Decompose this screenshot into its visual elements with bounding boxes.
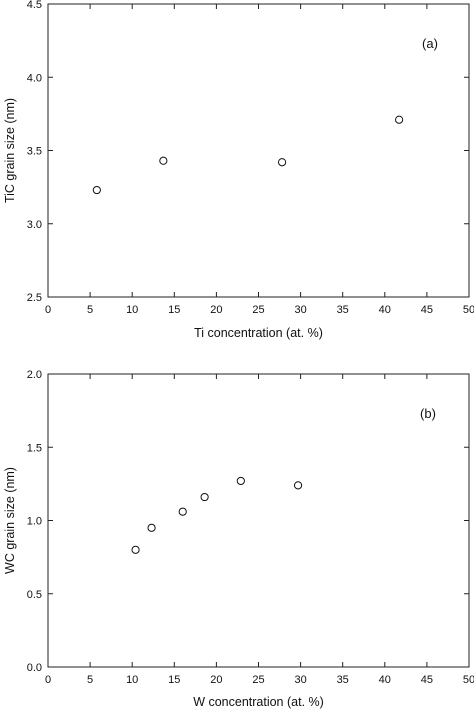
y-tick-label-a: 2.5 <box>27 292 42 304</box>
x-tick-label-a: 30 <box>294 304 306 316</box>
plot-frame-a <box>47 3 470 298</box>
x-axis-label-a: Ti concentration (at. %) <box>194 326 323 340</box>
x-tick-label-b: 5 <box>87 674 93 686</box>
x-tick-label-b: 0 <box>45 674 51 686</box>
x-tick-label-b: 20 <box>210 674 222 686</box>
ticks-b <box>47 373 470 668</box>
x-tick-label-b: 25 <box>252 674 264 686</box>
y-tick-label-b: 1.0 <box>27 516 42 528</box>
panel-b: 0 5 10 15 20 25 30 35 40 45 500.00.51.01.52.0 (b) … <box>3 369 474 709</box>
x-tick-label-b: 45 <box>421 674 433 686</box>
x-tick-label-a: 45 <box>421 304 433 316</box>
x-axis-label-b: W concentration (at. %) <box>193 695 324 709</box>
y-tick-label-a: 3.0 <box>27 219 42 231</box>
data-point-b <box>131 545 140 554</box>
y-tick-label-b: 2.0 <box>27 369 42 381</box>
tick-labels-b: 0 5 10 15 20 25 30 35 40 45 50 0.0 0.5 1.0 1.5 2.0 <box>27 369 474 686</box>
points-a <box>92 115 404 195</box>
x-tick-label-b: 15 <box>168 674 180 686</box>
panel-label-b: (b) <box>420 406 436 421</box>
y-tick-label-a: 4.5 <box>27 0 42 11</box>
plot-frame-b <box>47 373 470 668</box>
x-tick-label-b: 30 <box>294 674 306 686</box>
x-tick-label-b: 50 <box>463 674 474 686</box>
ticks-a <box>47 3 470 298</box>
data-point-a <box>92 185 101 195</box>
x-tick-label-a: 40 <box>379 304 391 316</box>
y-axis-label-b: WC grain size (nm) <box>3 467 17 574</box>
y-tick-label-b: 0.5 <box>27 589 42 601</box>
data-point-b <box>147 523 156 532</box>
x-tick-label-a: 15 <box>168 304 180 316</box>
data-point-b <box>236 476 245 486</box>
y-axis-label-a: TiC grain size (nm) <box>3 98 17 203</box>
data-point-a <box>277 158 287 167</box>
y-tick-label-b: 0.0 <box>27 662 42 674</box>
x-tick-label-b: 40 <box>379 674 391 686</box>
data-point-b <box>178 507 187 516</box>
data-point-a <box>395 115 404 124</box>
x-tick-label-a: 35 <box>337 304 349 316</box>
panel-a: 0 5 10 15 20 25 30 35 40 45 502.53.03.54.04.5 (a) … <box>3 0 474 340</box>
x-tick-label-a: 25 <box>252 304 264 316</box>
x-tick-label-a: 50 <box>463 304 474 316</box>
x-tick-label-a: 5 <box>87 304 93 316</box>
data-point-a <box>159 156 168 165</box>
data-point-b <box>293 481 303 490</box>
panel-label-a: (a) <box>422 36 438 51</box>
y-tick-label-a: 3.5 <box>27 146 42 158</box>
x-tick-label-b: 10 <box>126 674 138 686</box>
x-tick-label-a: 20 <box>210 304 222 316</box>
points-b <box>131 476 303 554</box>
x-tick-label-a: 10 <box>126 304 138 316</box>
y-tick-label-b: 1.5 <box>27 442 42 454</box>
data-point-b <box>200 492 209 502</box>
x-tick-label-a: 0 <box>45 304 51 316</box>
y-tick-label-a: 4.0 <box>27 72 42 84</box>
tick-labels-a: 0 5 10 15 20 25 30 35 40 45 50 2.5 3.0 3.5 4.0 4.5 <box>27 0 474 316</box>
x-tick-label-b: 35 <box>337 674 349 686</box>
